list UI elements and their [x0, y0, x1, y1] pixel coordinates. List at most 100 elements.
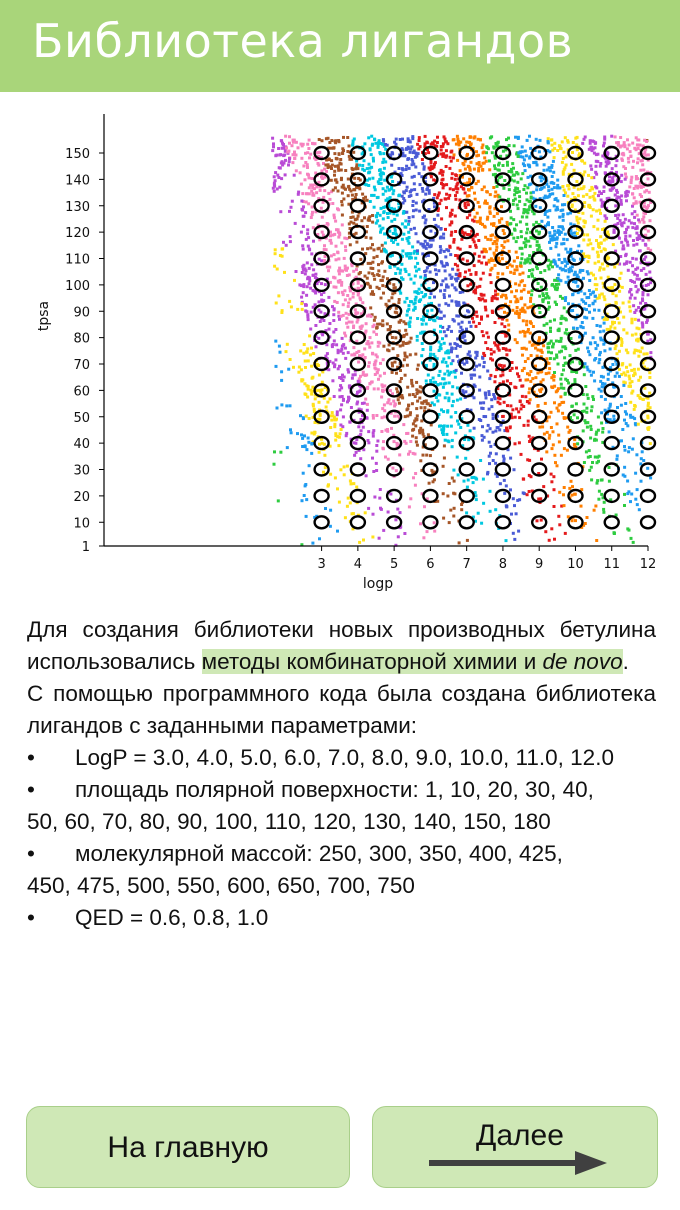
scatter-point — [367, 162, 371, 166]
scatter-point — [373, 277, 377, 281]
scatter-point — [567, 172, 571, 176]
scatter-point — [296, 146, 300, 150]
scatter-point — [556, 328, 560, 332]
scatter-point — [542, 294, 545, 298]
scatter-point — [637, 234, 641, 238]
scatter-point — [558, 490, 562, 494]
scatter-point — [421, 295, 425, 299]
scatter-point — [347, 144, 351, 148]
scatter-point — [455, 279, 459, 283]
scatter-point — [548, 192, 552, 196]
scatter-point — [639, 457, 643, 461]
scatter-point — [424, 363, 428, 367]
scatter-point — [493, 194, 497, 198]
scatter-point — [370, 380, 374, 384]
scatter-point — [551, 265, 554, 269]
scatter-point — [340, 347, 344, 351]
scatter-point — [583, 331, 587, 335]
scatter-point — [308, 276, 311, 280]
scatter-point — [611, 176, 615, 180]
scatter-point — [432, 201, 436, 205]
scatter-point — [336, 164, 340, 168]
scatter-point — [386, 212, 389, 215]
scatter-point — [603, 298, 607, 302]
scatter-point — [558, 232, 561, 236]
scatter-point — [428, 270, 432, 274]
scatter-point — [586, 421, 590, 425]
scatter-point — [356, 167, 360, 171]
scatter-point — [549, 260, 553, 264]
scatter-point — [375, 332, 378, 336]
scatter-point — [330, 418, 334, 422]
scatter-point — [560, 261, 564, 265]
scatter-point — [343, 298, 347, 302]
scatter-point — [419, 390, 423, 394]
scatter-point — [591, 247, 595, 251]
scatter-point — [574, 348, 578, 352]
target-ring-marker — [458, 198, 475, 214]
scatter-point — [344, 334, 348, 338]
scatter-point — [626, 479, 630, 483]
home-button[interactable]: На главную — [26, 1106, 350, 1188]
scatter-point — [490, 151, 494, 155]
scatter-point — [381, 138, 385, 142]
scatter-point — [480, 317, 483, 321]
scatter-point — [606, 275, 610, 279]
target-ring-marker — [349, 145, 367, 161]
scatter-point — [629, 221, 633, 225]
scatter-point — [333, 422, 337, 426]
bullet-mass-cont: 450, 475, 500, 550, 600, 650, 700, 750 — [27, 873, 415, 898]
scatter-point — [619, 136, 623, 139]
scatter-point — [588, 139, 592, 143]
scatter-point — [523, 169, 527, 173]
scatter-point — [388, 211, 392, 215]
scatter-point — [421, 200, 425, 204]
scatter-point — [336, 529, 339, 533]
scatter-point — [389, 254, 393, 258]
scatter-point — [626, 138, 629, 142]
scatter-point — [599, 379, 603, 383]
scatter-point — [300, 156, 304, 160]
scatter-point — [275, 406, 279, 410]
scatter-point — [640, 346, 644, 350]
scatter-point — [508, 348, 512, 352]
scatter-point — [581, 393, 585, 396]
scatter-point — [594, 432, 598, 436]
scatter-point — [473, 135, 477, 139]
scatter-point — [445, 391, 449, 395]
next-button[interactable]: Далее — [372, 1106, 658, 1188]
scatter-point — [375, 326, 379, 330]
scatter-point — [464, 270, 467, 274]
scatter-point — [436, 393, 440, 397]
scatter-point — [595, 250, 599, 254]
scatter-point — [368, 336, 372, 340]
scatter-point — [312, 407, 316, 411]
scatter-point — [576, 187, 580, 191]
scatter-point — [636, 339, 640, 343]
scatter-point — [525, 198, 529, 202]
scatter-point — [586, 455, 590, 459]
scatter-point — [607, 407, 611, 411]
scatter-point — [393, 228, 397, 232]
target-ring-marker — [313, 462, 330, 477]
scatter-point — [438, 202, 442, 206]
scatter-point — [429, 165, 433, 169]
scatter-point — [433, 162, 436, 166]
scatter-point — [474, 243, 478, 247]
scatter-point — [550, 187, 554, 191]
target-ring-marker — [567, 224, 584, 240]
scatter-point — [649, 338, 653, 342]
scatter-point — [299, 414, 302, 418]
target-ring-marker — [422, 224, 439, 240]
scatter-point — [451, 385, 455, 389]
scatter-point — [332, 213, 336, 217]
scatter-point — [409, 336, 413, 340]
scatter-point — [307, 247, 311, 251]
scatter-point — [546, 294, 550, 298]
scatter-point — [491, 358, 494, 362]
scatter-point — [356, 390, 359, 394]
scatter-point — [429, 229, 433, 233]
scatter-point — [599, 276, 603, 280]
scatter-point — [334, 358, 338, 362]
scatter-point — [271, 149, 275, 153]
